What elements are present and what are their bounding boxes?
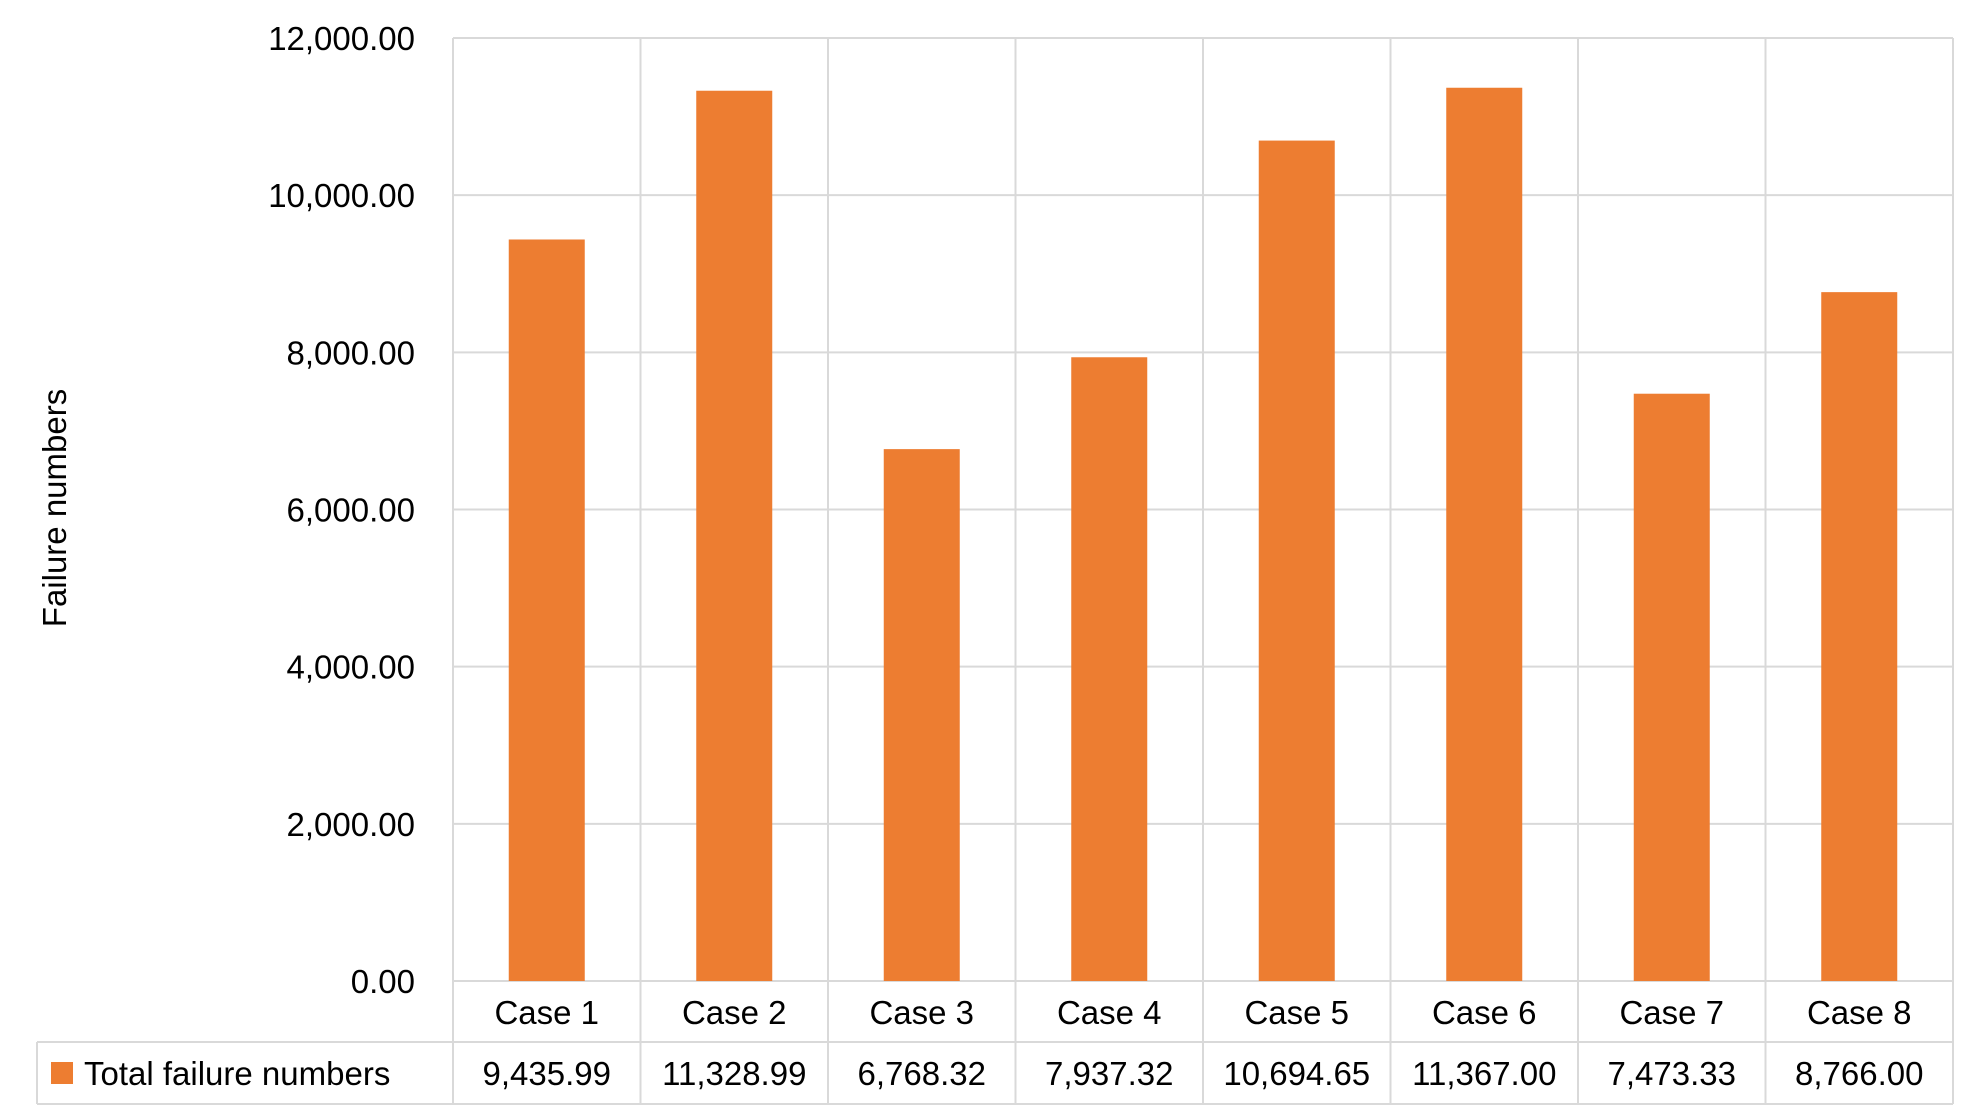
- legend-swatch: [51, 1062, 73, 1084]
- bar: [1258, 140, 1335, 982]
- x-tick-label: Case 6: [1432, 994, 1537, 1031]
- x-tick-label: Case 1: [494, 994, 599, 1031]
- y-axis-title: Failure numbers: [36, 389, 73, 627]
- bar: [1633, 393, 1710, 981]
- legend-label: Total failure numbers: [84, 1055, 390, 1092]
- table-value: 11,367.00: [1412, 1055, 1556, 1092]
- y-tick-label: 4,000.00: [287, 649, 415, 686]
- y-tick-label: 8,000.00: [287, 334, 415, 371]
- y-tick-label: 6,000.00: [287, 492, 415, 529]
- x-tick-label: Case 8: [1807, 994, 1912, 1031]
- bar: [508, 239, 585, 981]
- table-value: 7,473.33: [1608, 1055, 1736, 1092]
- x-tick-label: Case 4: [1057, 994, 1162, 1031]
- y-axis-ticks: 0.00 2,000.00 4,000.00 6,000.00 8,000.00 10,0…: [268, 20, 415, 1000]
- y-tick-label: 2,000.00: [287, 806, 415, 843]
- bar: [883, 449, 960, 981]
- bar: [1071, 357, 1148, 982]
- table-value: 7,937.32: [1045, 1055, 1173, 1092]
- x-tick-label: Case 2: [682, 994, 787, 1031]
- table-value: 8,766.00: [1795, 1055, 1923, 1092]
- table-value: 11,328.99: [662, 1055, 806, 1092]
- table-value: 9,435.99: [483, 1055, 611, 1092]
- data-table: Case 1 Case 2 Case 3 Case 4 Case 5 Case 6 Case…: [51, 994, 1923, 1092]
- y-tick-label: 0.00: [351, 963, 415, 1000]
- bars: [508, 87, 1898, 982]
- bar: [1446, 87, 1523, 982]
- table-value: 6,768.32: [858, 1055, 986, 1092]
- y-tick-label: 12,000.00: [268, 20, 415, 57]
- x-tick-label: Case 5: [1244, 994, 1349, 1031]
- bar: [1821, 292, 1898, 981]
- x-tick-label: Case 3: [869, 994, 974, 1031]
- y-tick-label: 10,000.00: [268, 177, 415, 214]
- bar: [696, 90, 773, 981]
- x-tick-label: Case 7: [1619, 994, 1724, 1031]
- table-value: 10,694.65: [1223, 1055, 1370, 1092]
